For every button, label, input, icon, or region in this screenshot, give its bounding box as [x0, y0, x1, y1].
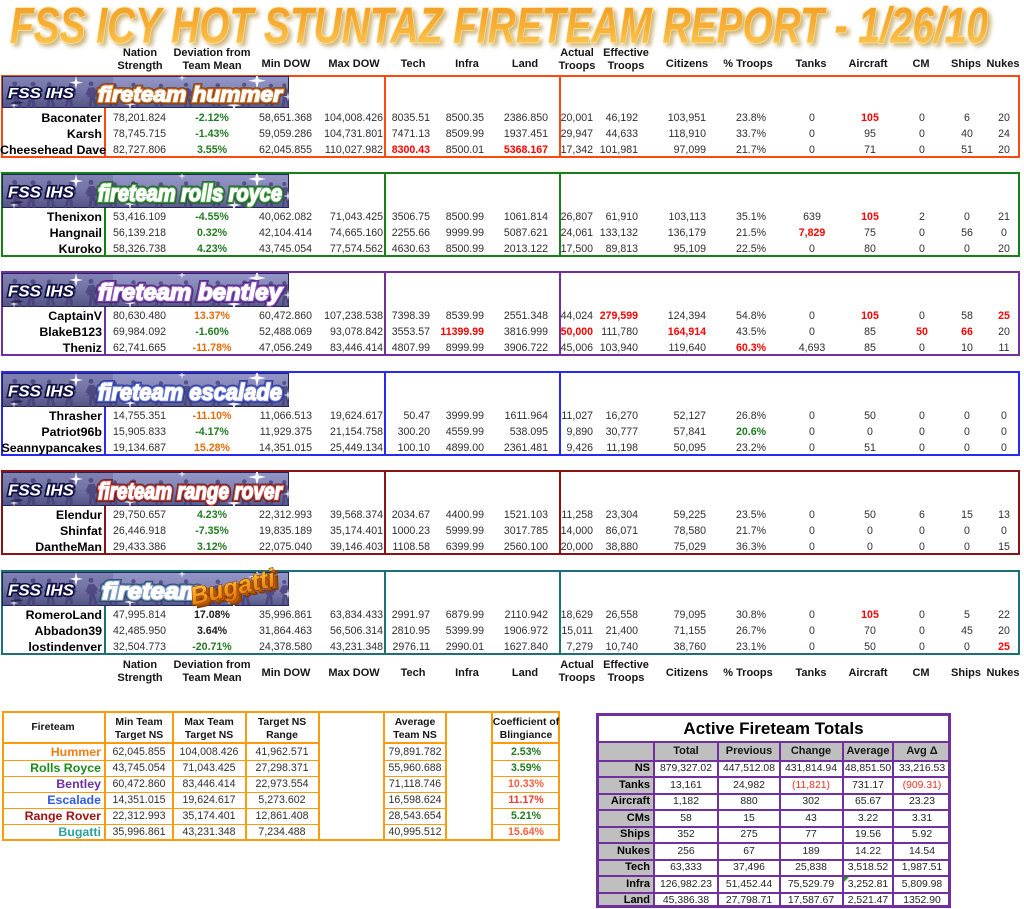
- svg-text:fireteam hummer: fireteam hummer: [98, 82, 283, 106]
- svg-text:fireteam bentley: fireteam bentley: [98, 279, 283, 305]
- svg-text:fireteam escalade: fireteam escalade: [98, 379, 282, 405]
- svg-text:fireteam bentley: fireteam bentley: [98, 279, 283, 305]
- svg-text:fireteam bentley: fireteam bentley: [98, 279, 283, 305]
- svg-text:FSS IHS: FSS IHS: [8, 284, 74, 301]
- svg-text:FSS IHS: FSS IHS: [8, 185, 74, 202]
- svg-text:fireteam range rover: fireteam range rover: [98, 478, 283, 504]
- svg-text:fireteam range rover: fireteam range rover: [98, 478, 283, 504]
- svg-text:FSS ICY HOT STUNTAZ FIRETEAM R: FSS ICY HOT STUNTAZ FIRETEAM REPORT - 1/…: [10, 0, 988, 54]
- svg-text:fireteam range rover: fireteam range rover: [98, 478, 283, 504]
- svg-text:fireteam hummer: fireteam hummer: [98, 82, 283, 106]
- svg-text:FSS IHS: FSS IHS: [8, 583, 74, 600]
- svg-text:fireteam: fireteam: [102, 578, 202, 604]
- svg-text:fireteam: fireteam: [102, 578, 202, 604]
- svg-text:FSS IHS: FSS IHS: [8, 86, 75, 102]
- svg-text:FSS IHS: FSS IHS: [8, 483, 74, 500]
- svg-text:fireteam escalade: fireteam escalade: [98, 379, 282, 405]
- svg-text:fireteam rolls royce: fireteam rolls royce: [98, 180, 282, 206]
- svg-text:fireteam escalade: fireteam escalade: [98, 379, 282, 405]
- svg-text:fireteam rolls royce: fireteam rolls royce: [98, 180, 282, 206]
- svg-text:FSS IHS: FSS IHS: [8, 384, 74, 401]
- svg-text:fireteam: fireteam: [102, 578, 202, 604]
- svg-text:fireteam rolls royce: fireteam rolls royce: [98, 180, 282, 206]
- svg-text:fireteam hummer: fireteam hummer: [98, 82, 283, 106]
